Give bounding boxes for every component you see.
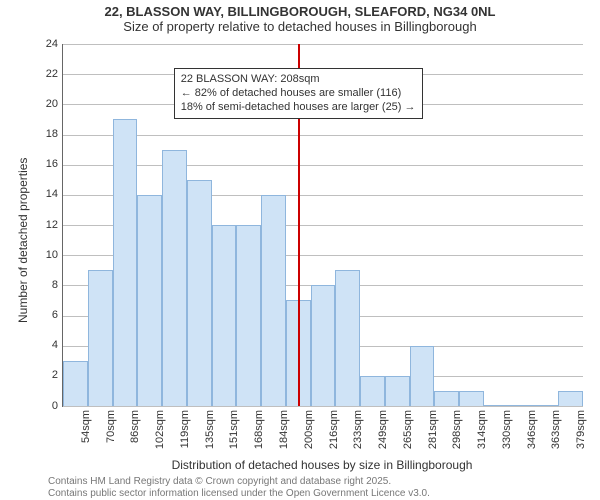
histogram-bar (311, 285, 336, 406)
x-tick-label: 281sqm (427, 410, 439, 470)
plot-area: 22 BLASSON WAY: 208sqm← 82% of detached … (62, 44, 583, 407)
x-tick-label: 102sqm (154, 410, 166, 470)
annotation-callout: 22 BLASSON WAY: 208sqm← 82% of detached … (174, 68, 423, 119)
gridline (63, 135, 583, 136)
histogram-bar (113, 119, 138, 406)
y-tick-label: 4 (32, 339, 58, 351)
annotation-line: 18% of semi-detached houses are larger (… (181, 101, 416, 115)
x-tick-label: 216sqm (328, 410, 340, 470)
y-tick-label: 18 (32, 128, 58, 140)
annotation-line: ← 82% of detached houses are smaller (11… (181, 87, 416, 101)
histogram-bar (212, 225, 237, 406)
histogram-bar (558, 391, 583, 406)
histogram-bar (410, 346, 435, 406)
x-tick-label: 86sqm (129, 410, 141, 470)
histogram-bar (509, 405, 534, 406)
chart-title-main: 22, BLASSON WAY, BILLINGBOROUGH, SLEAFOR… (0, 4, 600, 19)
y-tick-label: 16 (32, 158, 58, 170)
x-tick-label: 54sqm (80, 410, 92, 470)
y-tick-label: 20 (32, 98, 58, 110)
histogram-bar (533, 405, 558, 406)
y-tick-label: 8 (32, 279, 58, 291)
x-tick-label: 119sqm (179, 410, 191, 470)
gridline (63, 406, 583, 407)
chart-title-sub: Size of property relative to detached ho… (0, 19, 600, 34)
y-tick-label: 10 (32, 249, 58, 261)
histogram-bar (434, 391, 459, 406)
histogram-bar (484, 405, 509, 406)
x-tick-label: 346sqm (526, 410, 538, 470)
histogram-bar (162, 150, 187, 406)
x-tick-label: 233sqm (352, 410, 364, 470)
chart-titles: 22, BLASSON WAY, BILLINGBOROUGH, SLEAFOR… (0, 4, 600, 34)
histogram-bar (360, 376, 385, 406)
y-tick-label: 0 (32, 400, 58, 412)
x-tick-label: 151sqm (228, 410, 240, 470)
histogram-bar (88, 270, 113, 406)
y-tick-label: 14 (32, 188, 58, 200)
histogram-bar (187, 180, 212, 406)
histogram-bar (335, 270, 360, 406)
y-tick-label: 12 (32, 219, 58, 231)
x-tick-label: 298sqm (451, 410, 463, 470)
x-tick-label: 184sqm (278, 410, 290, 470)
gridline (63, 44, 583, 45)
y-tick-label: 2 (32, 369, 58, 381)
x-tick-label: 70sqm (105, 410, 117, 470)
histogram-bar (63, 361, 88, 406)
histogram-bar (385, 376, 410, 406)
x-tick-label: 265sqm (402, 410, 414, 470)
histogram-bar (137, 195, 162, 406)
x-tick-label: 314sqm (476, 410, 488, 470)
x-tick-label: 168sqm (253, 410, 265, 470)
x-tick-label: 249sqm (377, 410, 389, 470)
x-tick-label: 363sqm (550, 410, 562, 470)
y-axis-title: Number of detached properties (16, 157, 30, 322)
x-tick-label: 135sqm (204, 410, 216, 470)
property-size-histogram: 22, BLASSON WAY, BILLINGBOROUGH, SLEAFOR… (0, 0, 600, 500)
gridline (63, 165, 583, 166)
x-tick-label: 330sqm (501, 410, 513, 470)
x-tick-label: 200sqm (303, 410, 315, 470)
histogram-bar (459, 391, 484, 406)
y-tick-label: 24 (32, 38, 58, 50)
histogram-bar (236, 225, 261, 406)
histogram-bar (261, 195, 286, 406)
y-tick-label: 6 (32, 309, 58, 321)
attribution-line-1: Contains HM Land Registry data © Crown c… (48, 476, 391, 487)
y-tick-label: 22 (32, 68, 58, 80)
annotation-line: 22 BLASSON WAY: 208sqm (181, 73, 416, 87)
x-tick-label: 379sqm (575, 410, 587, 470)
attribution-line-2: Contains public sector information licen… (48, 488, 430, 499)
